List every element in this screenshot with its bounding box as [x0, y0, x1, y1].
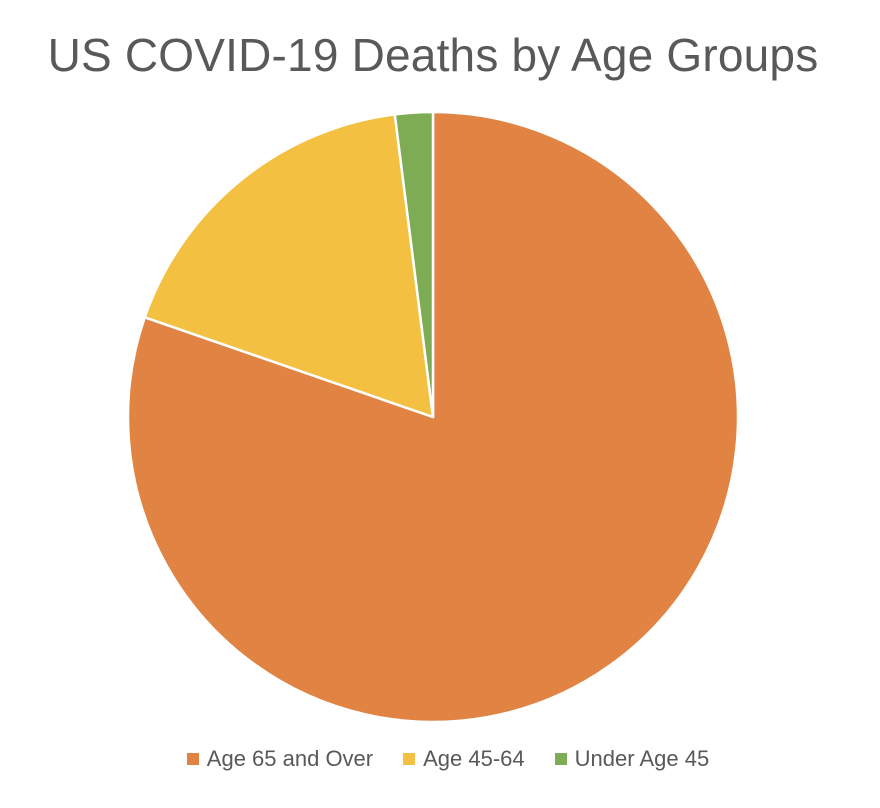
legend: Age 65 and Over Age 45-64 Under Age 45 [0, 746, 880, 772]
legend-swatch-age-65-and-over [186, 753, 199, 765]
legend-item-age-45-64: Age 45-64 [403, 746, 525, 772]
legend-label-age-45-64: Age 45-64 [423, 746, 525, 771]
legend-item-under-age-45: Under Age 45 [554, 746, 710, 772]
slice-under-age-45 [393, 110, 435, 419]
legend-swatch-under-age-45 [554, 753, 567, 765]
legend-item-age-65-and-over: Age 65 and Over [186, 746, 374, 772]
legend-label-under-age-45: Under Age 45 [574, 746, 710, 771]
legend-swatch-age-45-64 [403, 753, 416, 765]
chart-title: US COVID-19 Deaths by Age Groups [47, 29, 819, 81]
slice-age-45-64 [143, 113, 435, 419]
pie-chart [126, 110, 740, 724]
legend-label-age-65-and-over: Age 65 and Over [206, 746, 374, 771]
